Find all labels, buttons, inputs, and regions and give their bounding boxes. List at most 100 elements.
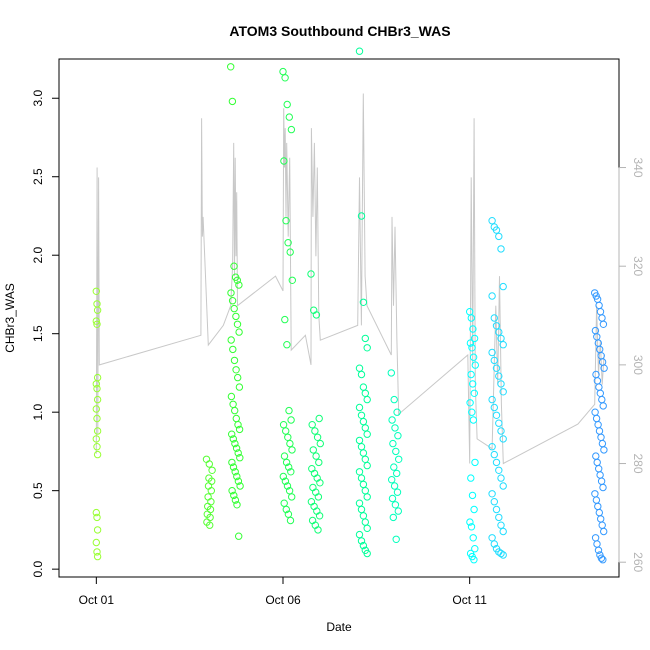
data-point [233,320,242,328]
data-point [388,416,396,424]
data-point [93,552,102,561]
data-point [495,372,503,380]
data-point [280,499,288,507]
data-point [495,232,503,241]
trace-line [95,93,605,465]
data-point [490,356,498,365]
data-point [230,304,238,313]
data-point [468,491,477,500]
data-point [466,399,474,407]
data-point [390,482,399,490]
data-point [233,501,241,509]
data-point [279,421,288,429]
data-point [394,432,402,440]
data-point [92,538,101,547]
data-point [315,414,323,423]
series-group-3 [227,63,244,540]
data-point [312,452,320,460]
data-point [227,289,235,297]
data-point [207,487,216,495]
data-point [355,403,364,412]
data-point [228,297,237,305]
data-point [286,516,295,525]
data-point [288,446,296,454]
data-point [316,479,324,487]
data-point [469,534,477,542]
data-point [393,408,401,416]
data-point [283,482,292,490]
data-point [282,427,290,435]
data-point [389,439,397,448]
data-point [227,336,235,344]
data-point [600,364,608,372]
data-point [357,212,366,220]
data-point [312,311,321,319]
data-point [230,491,238,500]
y-right-tick-label: 340 [631,157,645,177]
x-tick-label: Oct 06 [265,593,301,607]
data-point [467,523,476,531]
data-point [393,469,401,478]
data-point [232,366,240,374]
y-left-tick-label: 1.5 [31,325,45,342]
data-point [279,472,287,481]
y-left-tick-label: 2.0 [31,247,45,264]
data-point [469,416,478,424]
y-axis-title: CHBr3_WAS [3,283,17,353]
data-point [230,356,239,365]
series-group-8 [466,308,479,564]
data-point [227,63,235,71]
data-point [599,556,607,564]
data-point [490,450,498,459]
data-point [205,460,214,468]
y-left-tick-label: 2.5 [31,168,45,185]
data-point [499,482,507,490]
data-point [288,493,296,501]
data-point [389,513,397,522]
data-point [280,452,289,460]
data-point [469,353,478,361]
data-point [597,554,606,562]
trace-layer [95,93,605,465]
data-point [363,430,371,438]
data-point [235,532,243,540]
data-point [235,328,243,336]
data-point [92,405,101,413]
data-point [392,447,400,456]
data-point [467,474,475,482]
data-point [363,395,371,404]
data-point [93,306,102,314]
data-point [307,270,315,278]
data-point [229,435,238,443]
series-group-9 [488,217,507,559]
data-point [355,47,364,55]
data-point [495,466,503,474]
data-point [395,455,403,463]
data-point [284,239,292,247]
data-point [363,461,371,470]
data-point [490,403,498,412]
data-point [488,443,496,451]
data-point [315,512,324,520]
y-axis-right: 260 280 300 320 340 [618,157,645,573]
y-left-tick-label: 0.5 [31,482,45,499]
data-point [93,384,101,393]
data-point [357,537,366,545]
data-point [391,424,399,432]
data-point [309,446,317,454]
data-point [287,416,295,424]
data-point [469,380,477,388]
data-point [387,369,395,377]
data-point [234,449,242,457]
y-left-tick-label: 0.0 [31,561,45,578]
data-point [495,328,503,336]
y-right-tick-label: 280 [631,453,645,473]
data-point [497,380,505,388]
data-point [492,411,501,419]
data-point [388,476,396,484]
data-point [468,408,476,416]
data-point [233,472,241,481]
data-point [488,348,496,357]
x-axis-title: Date [326,620,352,634]
